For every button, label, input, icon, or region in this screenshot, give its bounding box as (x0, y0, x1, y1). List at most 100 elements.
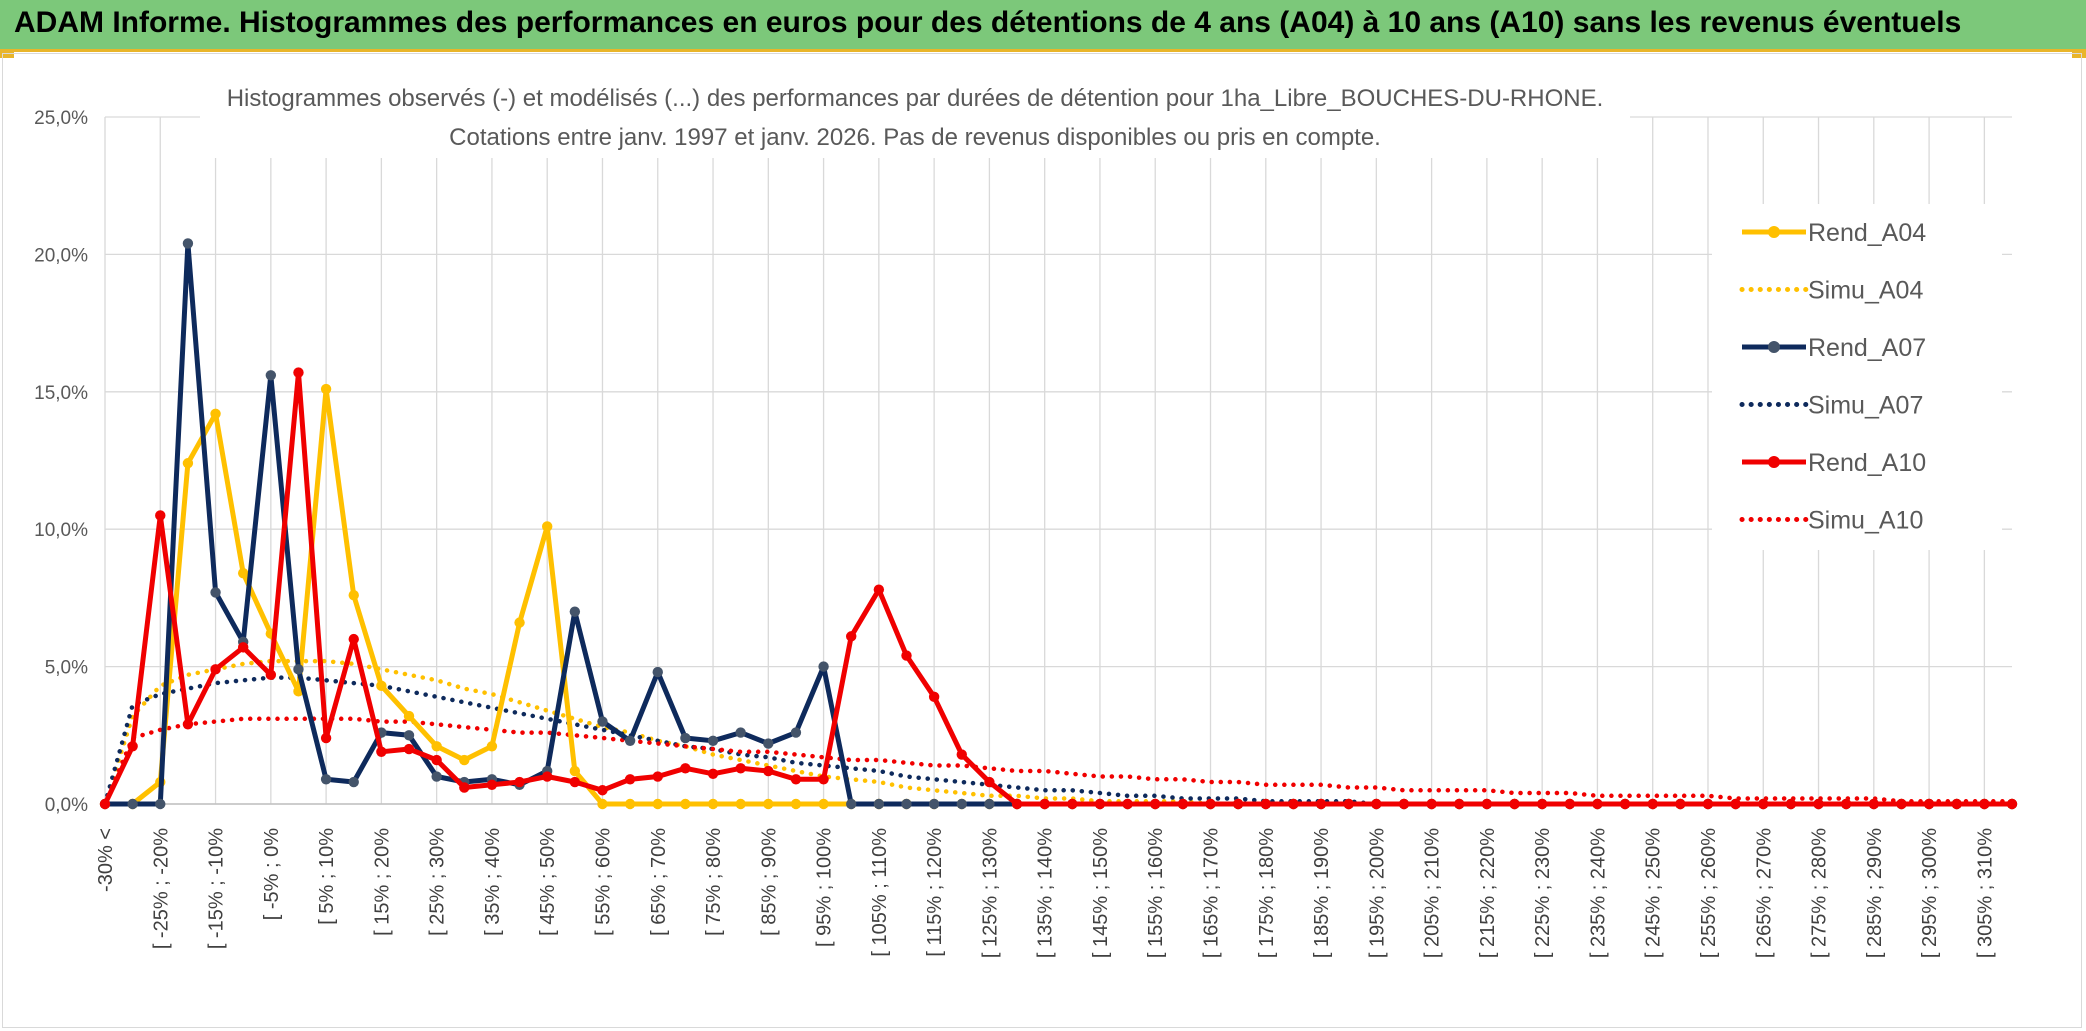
data-point-rend_a04 (652, 798, 663, 810)
y-tick-label: 20,0% (34, 245, 88, 266)
data-point-rend_a04 (348, 589, 359, 601)
data-point-rend_a07 (956, 798, 967, 810)
data-point-rend_a10 (1647, 798, 1658, 810)
data-point-rend_a10 (99, 798, 111, 810)
data-point-rend_a07 (155, 798, 166, 810)
x-tick-label: [ -15% ; -10% (206, 828, 228, 949)
x-tick-label: [ 95% ; 100% (814, 828, 836, 947)
data-point-rend_a10 (1122, 798, 1133, 810)
chart-title-line-1: Histogrammes observés (-) et modélisés (… (227, 85, 1604, 112)
data-point-rend_a07 (763, 738, 774, 749)
data-point-rend_a10 (210, 664, 221, 675)
x-tick-label: [ 85% ; 90% (758, 828, 780, 936)
legend-label: Rend_A07 (1808, 334, 1926, 362)
data-point-rend_a10 (1813, 798, 1824, 810)
data-point-rend_a04 (597, 798, 608, 810)
data-point-rend_a10 (846, 631, 857, 642)
x-tick-label: [ 205% ; 210% (1422, 828, 1444, 958)
data-point-rend_a10 (1067, 798, 1078, 810)
x-tick-label: [ -25% ; -20% (150, 828, 172, 949)
corner-accent-right (2072, 52, 2086, 58)
data-point-rend_a07 (127, 798, 138, 810)
legend-marker (1768, 226, 1780, 238)
data-point-rend_a10 (1923, 798, 1935, 810)
data-point-rend_a10 (1509, 798, 1520, 810)
data-point-rend_a10 (652, 771, 663, 782)
chart-legend: Rend_A04 Simu_A04 Rend_A07 Simu_A07 Rend_A10… (1712, 204, 2002, 550)
data-point-rend_a04 (376, 680, 387, 692)
data-point-rend_a10 (348, 633, 359, 645)
x-tick-label: [ -5% ; 0% (261, 828, 283, 920)
x-tick-label: [ 255% ; 260% (1698, 828, 1720, 958)
data-point-rend_a04 (818, 798, 829, 810)
data-point-rend_a10 (1039, 798, 1050, 810)
data-point-rend_a10 (763, 765, 774, 777)
data-point-rend_a07 (210, 587, 221, 598)
x-tick-label: [ 145% ; 150% (1090, 828, 1112, 958)
data-point-rend_a10 (431, 754, 442, 766)
series-line-simu_a04 (102, 658, 2015, 807)
x-tick-label: [ 305% ; 310% (1974, 828, 1996, 958)
data-point-rend_a04 (210, 408, 221, 419)
data-point-rend_a04 (790, 798, 802, 810)
data-point-rend_a10 (1619, 798, 1631, 810)
data-point-rend_a10 (459, 782, 470, 793)
data-point-rend_a07 (569, 606, 581, 617)
chart-title-background (200, 78, 1630, 158)
x-tick-label: [ 105% ; 110% (869, 828, 891, 957)
x-axis-ticks: -30% < [ -25% ; -20% [ -15% ; -10% [ -5% ; … (95, 828, 1996, 958)
legend-label: Rend_A04 (1808, 219, 1926, 247)
x-tick-label: [ 15% ; 20% (371, 828, 393, 936)
y-axis-ticks: 0,0% 5,0% 10,0% 15,0% 20,0% 25,0% (34, 108, 88, 816)
data-point-rend_a10 (1951, 798, 1962, 810)
legend-marker (1768, 456, 1780, 468)
data-point-rend_a10 (1592, 798, 1603, 810)
x-tick-label: [ 275% ; 280% (1809, 828, 1831, 958)
x-tick-label: [ 245% ; 250% (1643, 828, 1665, 958)
data-point-rend_a07 (431, 771, 442, 782)
y-tick-label: 0,0% (45, 795, 88, 816)
data-point-rend_a07 (597, 716, 608, 727)
x-tick-label: [ 285% ; 290% (1864, 828, 1886, 958)
data-point-rend_a10 (265, 669, 277, 681)
data-point-rend_a10 (127, 741, 138, 752)
data-point-rend_a04 (431, 741, 442, 752)
data-point-rend_a10 (569, 776, 581, 788)
x-tick-label: [ 115% ; 120% (924, 828, 946, 957)
data-point-rend_a07 (320, 774, 332, 785)
y-tick-label: 10,0% (34, 520, 88, 541)
data-point-rend_a07 (928, 798, 940, 810)
data-point-rend_a04 (403, 710, 415, 722)
data-point-rend_a10 (901, 650, 912, 661)
data-point-rend_a10 (2006, 798, 2018, 810)
data-point-rend_a07 (182, 238, 194, 249)
data-point-rend_a10 (597, 785, 608, 796)
data-point-rend_a10 (1840, 798, 1852, 810)
data-point-rend_a10 (376, 746, 387, 757)
data-point-rend_a04 (735, 798, 746, 810)
data-point-rend_a10 (1288, 798, 1299, 810)
data-point-rend_a10 (320, 732, 332, 744)
data-point-rend_a10 (1868, 798, 1880, 810)
data-point-rend_a10 (956, 749, 967, 760)
y-tick-label: 15,0% (34, 383, 88, 404)
data-point-rend_a04 (237, 567, 249, 579)
x-tick-label: [ 155% ; 160% (1145, 828, 1167, 958)
data-point-rend_a04 (707, 798, 719, 810)
x-tick-label: [ 55% ; 60% (592, 828, 614, 936)
legend-label: Simu_A04 (1808, 277, 1923, 305)
legend-label: Simu_A07 (1808, 392, 1923, 420)
x-tick-label: [ 25% ; 30% (427, 828, 449, 936)
series-line-rend_a10 (102, 370, 2012, 807)
data-point-rend_a10 (1481, 798, 1493, 810)
data-point-rend_a10 (1896, 798, 1907, 810)
data-point-rend_a10 (1564, 798, 1575, 810)
data-point-rend_a10 (680, 763, 691, 774)
x-tick-label: [ 45% ; 50% (537, 828, 559, 936)
chart-frame (2, 53, 2082, 1028)
data-point-rend_a04 (680, 798, 691, 810)
data-point-rend_a10 (818, 774, 829, 785)
data-point-rend_a10 (293, 367, 304, 378)
x-tick-label: [ 235% ; 240% (1587, 828, 1609, 958)
data-point-rend_a04 (182, 458, 194, 469)
